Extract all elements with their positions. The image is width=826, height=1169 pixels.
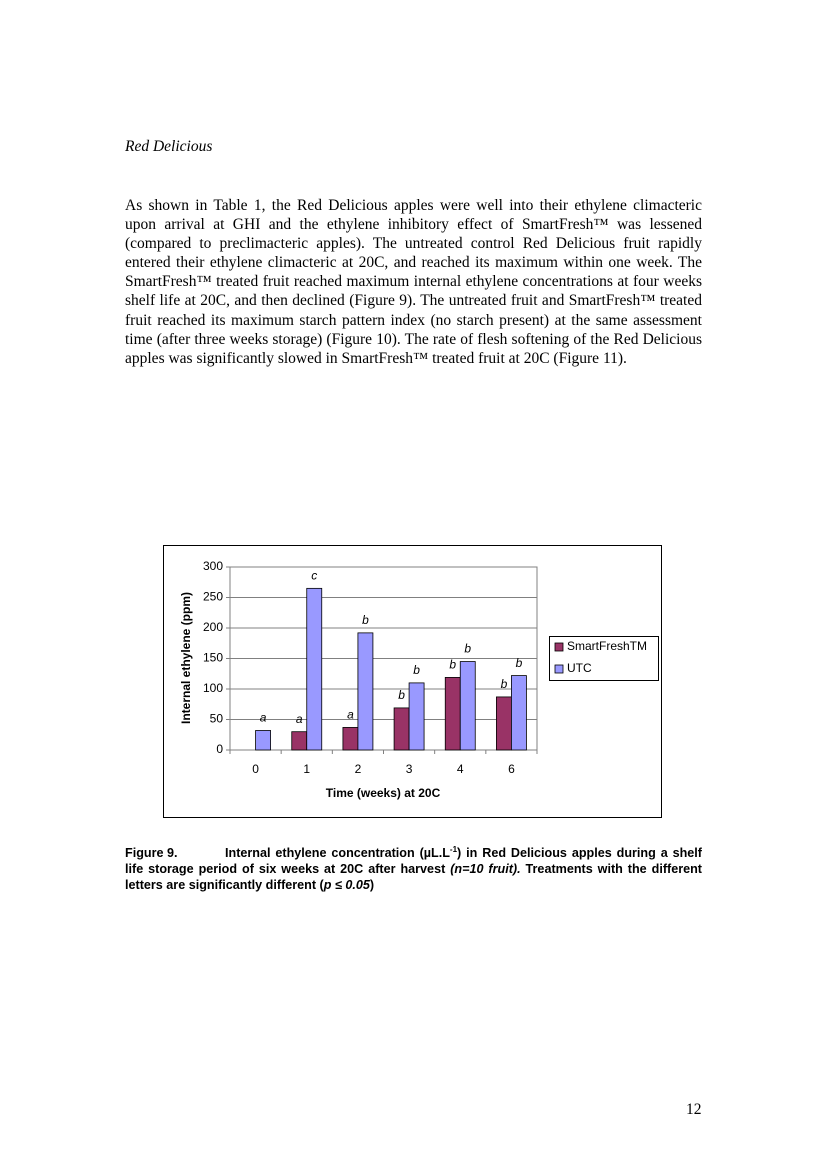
- legend-label: SmartFreshTM: [567, 639, 647, 653]
- y-tick-label: 0: [216, 742, 223, 756]
- significance-letter: c: [311, 569, 317, 583]
- significance-letter: b: [362, 613, 369, 627]
- bar: [496, 696, 512, 751]
- bar: [511, 675, 527, 751]
- x-tick-label: 1: [303, 762, 310, 776]
- significance-letter: a: [296, 712, 303, 726]
- paragraph: As shown in Table 1, the Red Delicious a…: [125, 197, 702, 367]
- x-tick-label: 2: [355, 762, 362, 776]
- bar: [291, 731, 308, 751]
- x-tick-label: 4: [457, 762, 464, 776]
- section-heading: Red Delicious: [125, 138, 213, 155]
- x-tick-label: 3: [406, 762, 413, 776]
- x-tick-label: 6: [508, 762, 515, 776]
- y-tick-label: 250: [203, 590, 223, 604]
- significance-letter: b: [464, 642, 471, 656]
- caption-text: Internal ethylene concentration (µL.L: [225, 846, 450, 861]
- y-tick-label: 100: [203, 681, 223, 695]
- legend-swatch: [554, 642, 564, 652]
- significance-letter: b: [398, 688, 405, 702]
- bar: [393, 707, 410, 751]
- y-tick-label: 200: [203, 620, 223, 634]
- x-axis-label: Time (weeks) at 20C: [326, 786, 441, 800]
- page-number: 12: [686, 1101, 702, 1118]
- x-tick-label: 0: [252, 762, 259, 776]
- chart: Time (weeks) at 20C Internal ethylene (p…: [163, 545, 662, 818]
- bar: [408, 682, 425, 751]
- caption-text: Treatments with the different letters ar…: [125, 862, 703, 893]
- figure-caption: Figure 9. Internal ethylene concentration…: [125, 842, 702, 893]
- legend-swatch: [554, 664, 564, 674]
- bar: [342, 727, 359, 751]
- significance-letter: b: [516, 656, 523, 670]
- y-tick-label: 150: [203, 651, 223, 665]
- y-axis-label: Internal ethylene (ppm): [179, 592, 193, 724]
- caption-superscript: -1: [449, 845, 458, 854]
- bar: [444, 677, 461, 751]
- bar: [459, 661, 476, 751]
- legend-box: [549, 636, 659, 681]
- significance-letter: a: [347, 708, 354, 722]
- caption-text: ): [369, 878, 375, 893]
- bar: [306, 587, 323, 751]
- legend-label: UTC: [567, 661, 592, 675]
- bar: [357, 632, 374, 751]
- significance-letter: b: [501, 677, 508, 691]
- caption-label: Figure 9.: [125, 846, 178, 861]
- caption-italic: p ≤ 0.05: [323, 878, 370, 893]
- caption-italic: (n=10 fruit).: [450, 862, 521, 877]
- significance-letter: b: [413, 663, 420, 677]
- y-tick-label: 50: [210, 712, 224, 726]
- significance-letter: a: [260, 711, 267, 725]
- significance-letter: b: [449, 658, 456, 672]
- bar: [255, 730, 271, 751]
- caption-text: ) in Red Delicious apples during a shelf…: [125, 846, 702, 877]
- y-tick-label: 300: [203, 559, 223, 573]
